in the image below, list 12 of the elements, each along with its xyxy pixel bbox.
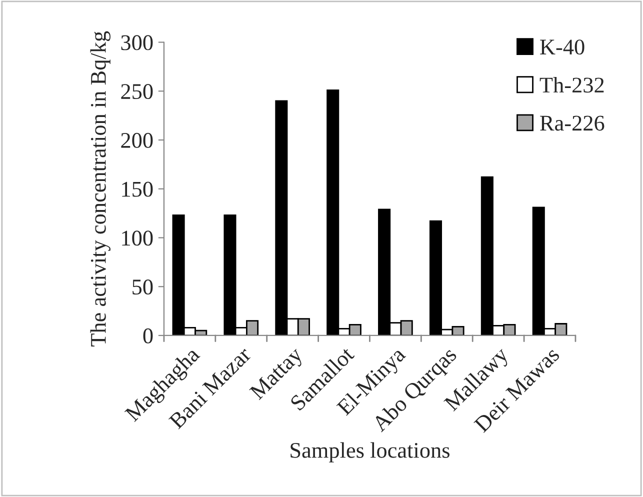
x-axis-title: Samples locations [290, 442, 450, 462]
legend-label: Ra-226 [540, 116, 604, 131]
y-tick-label: 50 [132, 280, 153, 295]
y-tick-label: 200 [121, 132, 153, 148]
y-tick-label: 100 [122, 230, 153, 246]
legend-label: Th-232 [540, 76, 604, 93]
y-tick-label: 0 [143, 328, 153, 344]
y-tick-label: 150 [122, 182, 153, 197]
y-tick-label: 300 [121, 35, 153, 50]
y-axis-title: The activity concentration in Bq/kg [90, 31, 110, 346]
legend-label: K-40 [540, 40, 584, 55]
y-tick-label: 250 [121, 84, 153, 100]
